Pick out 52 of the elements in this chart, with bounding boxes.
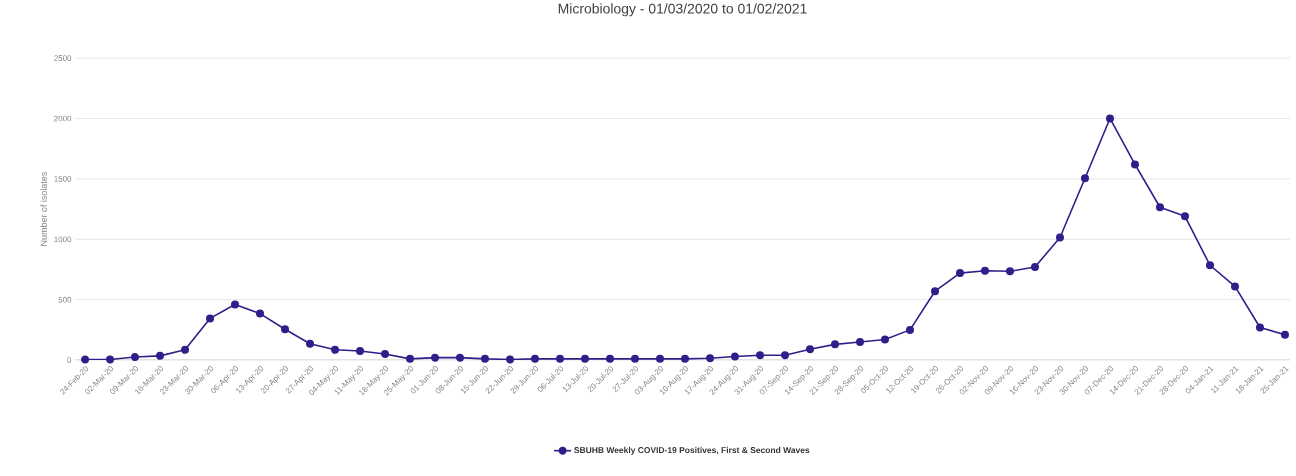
point	[656, 354, 664, 363]
point	[1005, 267, 1014, 276]
point	[406, 354, 414, 363]
point	[855, 337, 864, 346]
point	[681, 354, 689, 363]
legend-label: SBUHB Weekly COVID-19 Positives, First & Second Waves	[574, 446, 810, 455]
point	[830, 340, 839, 349]
point	[456, 353, 464, 362]
point	[331, 345, 340, 354]
point	[1205, 261, 1214, 270]
point	[731, 352, 739, 361]
point	[631, 354, 639, 363]
point	[781, 351, 789, 360]
point	[181, 345, 190, 354]
point	[1130, 160, 1139, 169]
point	[930, 287, 939, 296]
point	[1080, 174, 1089, 183]
point	[1230, 282, 1239, 291]
point	[431, 353, 439, 362]
point	[606, 354, 614, 363]
point	[880, 335, 889, 344]
point	[231, 300, 240, 309]
y-axis-title: Number of isolates	[40, 172, 47, 246]
point	[1030, 263, 1039, 272]
point	[1280, 330, 1289, 339]
point	[281, 325, 290, 334]
point	[905, 325, 914, 334]
point	[506, 355, 514, 364]
point	[1105, 114, 1114, 123]
point	[206, 314, 215, 323]
point	[481, 354, 489, 363]
point	[756, 351, 764, 360]
point	[1055, 233, 1064, 242]
point	[131, 353, 140, 362]
point	[1180, 212, 1189, 221]
point	[706, 354, 714, 363]
point	[805, 345, 814, 354]
point	[256, 309, 265, 318]
point	[81, 355, 90, 364]
point	[955, 269, 964, 278]
point	[356, 346, 364, 355]
point	[1255, 323, 1264, 332]
point	[980, 266, 989, 275]
point	[531, 354, 539, 363]
point	[1155, 203, 1164, 212]
point	[106, 355, 115, 364]
point	[156, 351, 165, 360]
point	[381, 350, 389, 359]
chart-title: Microbiology - 01/03/2020 to 01/02/2021	[558, 3, 807, 17]
point	[581, 354, 589, 363]
point	[306, 339, 315, 348]
point	[556, 354, 564, 363]
